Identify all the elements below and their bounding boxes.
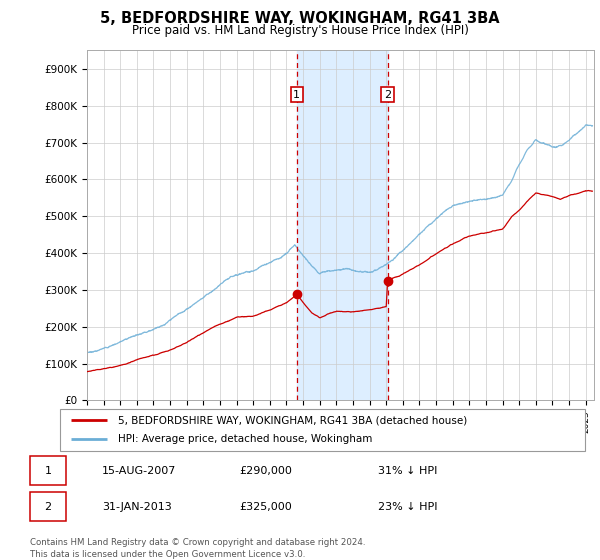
Text: 1: 1 (293, 90, 300, 100)
Text: Contains HM Land Registry data © Crown copyright and database right 2024.
This d: Contains HM Land Registry data © Crown c… (30, 538, 365, 559)
Text: 1: 1 (44, 465, 52, 475)
Bar (297, 50, 388, 400)
Text: 31% ↓ HPI: 31% ↓ HPI (378, 465, 437, 475)
Text: Price paid vs. HM Land Registry's House Price Index (HPI): Price paid vs. HM Land Registry's House … (131, 24, 469, 36)
Text: 23% ↓ HPI: 23% ↓ HPI (378, 502, 437, 512)
FancyBboxPatch shape (30, 492, 66, 521)
FancyBboxPatch shape (60, 409, 585, 451)
Text: 15-AUG-2007: 15-AUG-2007 (102, 465, 176, 475)
Text: HPI: Average price, detached house, Wokingham: HPI: Average price, detached house, Woki… (118, 435, 372, 445)
Text: £290,000: £290,000 (240, 465, 293, 475)
Text: £325,000: £325,000 (240, 502, 293, 512)
Text: 2: 2 (44, 502, 52, 512)
Text: 31-JAN-2013: 31-JAN-2013 (102, 502, 172, 512)
Text: 2: 2 (384, 90, 391, 100)
Text: 5, BEDFORDSHIRE WAY, WOKINGHAM, RG41 3BA (detached house): 5, BEDFORDSHIRE WAY, WOKINGHAM, RG41 3BA… (118, 415, 467, 425)
FancyBboxPatch shape (30, 456, 66, 485)
Text: 5, BEDFORDSHIRE WAY, WOKINGHAM, RG41 3BA: 5, BEDFORDSHIRE WAY, WOKINGHAM, RG41 3BA (100, 11, 500, 26)
